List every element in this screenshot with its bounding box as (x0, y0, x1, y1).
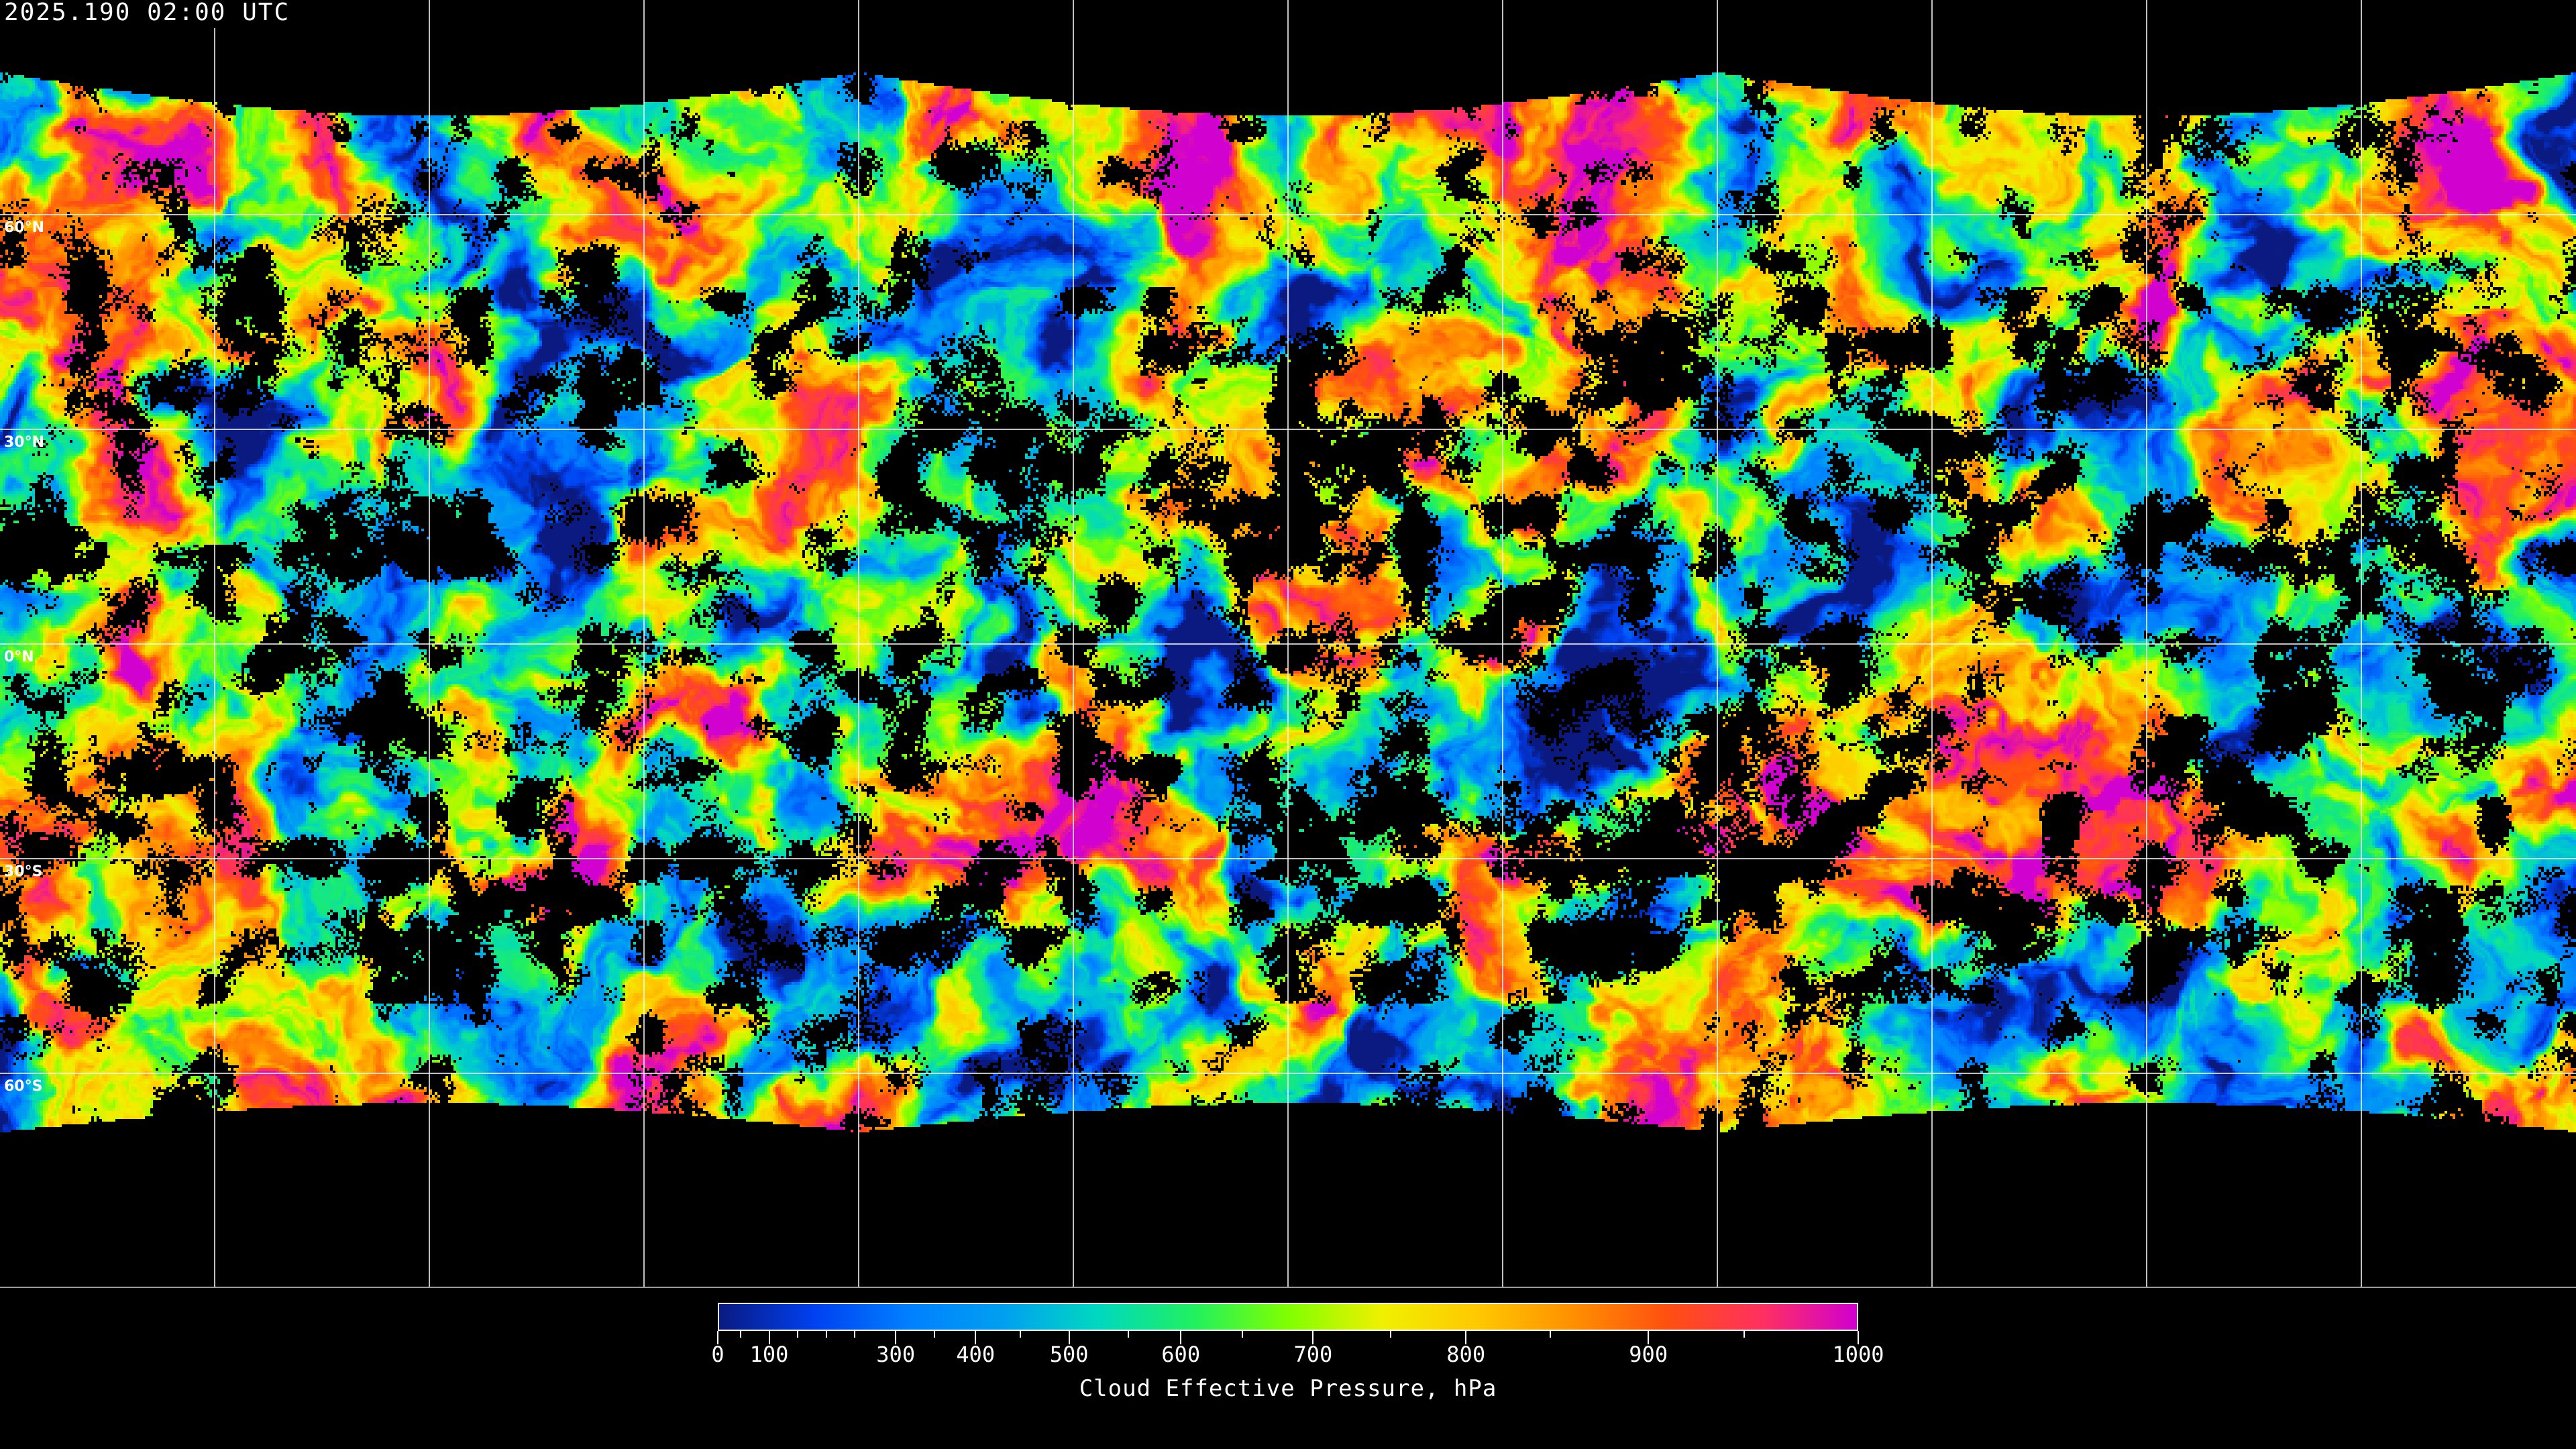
colorbar-minor-tick (1019, 1331, 1021, 1338)
colorbar-title: Cloud Effective Pressure, hPa (1079, 1375, 1497, 1402)
map-bottom-border (0, 1287, 2576, 1288)
colorbar-minor-tick (1242, 1331, 1243, 1338)
colorbar-minor-tick (1390, 1331, 1391, 1338)
lat-label-60s: 60°S (4, 1078, 43, 1095)
colorbar-major-tick (1648, 1331, 1650, 1344)
colorbar-ticks (717, 1331, 1859, 1351)
colorbar-minor-tick (1743, 1331, 1745, 1338)
colorbar-major-tick (717, 1331, 718, 1344)
colorbar-tick-label: 600 (1161, 1342, 1201, 1367)
colorbar-major-tick (1180, 1331, 1182, 1344)
colorbar-minor-tick (1550, 1331, 1551, 1338)
colorbar-major-tick (1312, 1331, 1314, 1344)
colorbar-major-tick (1068, 1331, 1070, 1344)
colorbar-major-tick (1858, 1331, 1859, 1344)
lat-label-30s: 30°S (4, 863, 43, 880)
colorbar-tick-label: 800 (1446, 1342, 1486, 1367)
timestamp: 2025.190 02:00 UTC (4, 0, 290, 26)
colorbar-tick-label: 700 (1293, 1342, 1333, 1367)
colorbar (718, 1303, 1858, 1331)
colorbar-minor-tick (825, 1331, 827, 1338)
colorbar-minor-tick (854, 1331, 855, 1338)
colorbar-major-tick (975, 1331, 977, 1344)
colorbar-major-tick (768, 1331, 770, 1344)
colorbar-major-tick (895, 1331, 897, 1344)
colorbar-major-tick (1465, 1331, 1467, 1344)
colorbar-tick-label: 400 (956, 1342, 996, 1367)
colorbar-minor-tick (740, 1331, 741, 1338)
colorbar-minor-tick (1128, 1331, 1129, 1338)
lat-label-60n: 60°N (4, 219, 45, 236)
colorbar-tick-label: 100 (749, 1342, 789, 1367)
lat-label-30n: 30°N (4, 434, 45, 451)
colorbar-tick-label: 0 (711, 1342, 724, 1367)
colorbar-minor-tick (934, 1331, 935, 1338)
lat-lon-grid (0, 0, 2576, 1288)
colorbar-tick-label: 500 (1049, 1342, 1089, 1367)
colorbar-tick-label: 300 (876, 1342, 916, 1367)
colorbar-tick-label: 1000 (1832, 1342, 1884, 1367)
colorbar-tick-label: 900 (1629, 1342, 1668, 1367)
lat-label-0n: 0°N (4, 649, 34, 665)
colorbar-minor-tick (797, 1331, 798, 1338)
